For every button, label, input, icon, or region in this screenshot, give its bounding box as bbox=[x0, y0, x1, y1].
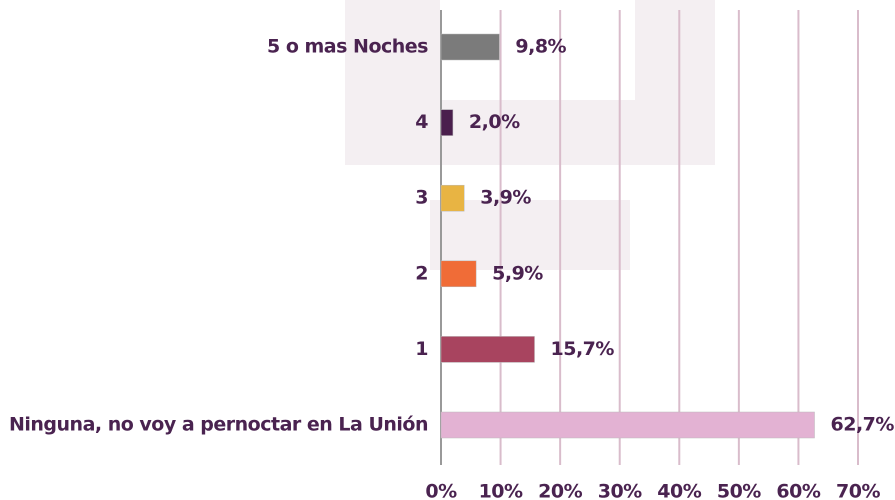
y-tick-label: 1 bbox=[415, 338, 428, 360]
y-tick-label: 3 bbox=[415, 187, 428, 209]
bar bbox=[440, 260, 477, 288]
data-label: 2,0% bbox=[469, 111, 520, 133]
bar bbox=[440, 411, 815, 439]
x-tick-label: 40% bbox=[657, 481, 701, 500]
data-label: 15,7% bbox=[551, 338, 615, 360]
bar bbox=[440, 184, 465, 212]
x-tick-label: 60% bbox=[776, 481, 820, 500]
x-tick-label: 10% bbox=[479, 481, 523, 500]
watermark bbox=[430, 200, 630, 270]
bar bbox=[440, 33, 500, 61]
data-label: 5,9% bbox=[492, 262, 543, 284]
data-label: 62,7% bbox=[831, 414, 895, 436]
bar bbox=[440, 109, 454, 136]
x-tick-label: 50% bbox=[717, 481, 761, 500]
x-tick-label: 20% bbox=[538, 481, 582, 500]
x-tick-label: 30% bbox=[598, 481, 642, 500]
x-tick-label: 0% bbox=[425, 481, 457, 500]
data-label: 9,8% bbox=[515, 36, 566, 58]
y-tick-label: 5 o mas Noches bbox=[267, 36, 428, 58]
y-tick-label: 2 bbox=[415, 262, 428, 284]
y-tick-label: 4 bbox=[415, 111, 428, 133]
bar bbox=[440, 336, 535, 363]
x-tick-label: 70% bbox=[836, 481, 880, 500]
data-label: 3,9% bbox=[480, 187, 531, 209]
y-tick-label: Ninguna, no voy a pernoctar en La Unión bbox=[9, 414, 428, 436]
